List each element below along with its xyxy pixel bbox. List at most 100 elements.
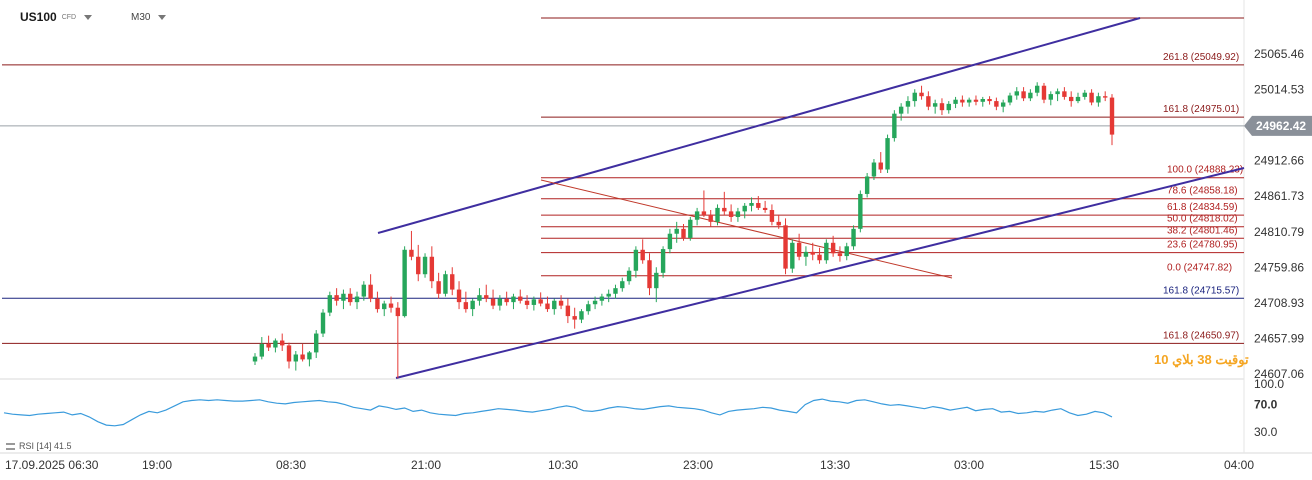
candle-body: [416, 256, 421, 275]
candle-body: [409, 249, 414, 257]
candle-body: [626, 270, 632, 282]
candle-body: [817, 254, 822, 261]
candle-body: [858, 193, 863, 229]
candle-body: [307, 352, 312, 360]
candle-body: [681, 228, 686, 238]
candle-body: [1089, 92, 1094, 103]
timeframe-label: M30: [131, 12, 151, 23]
timeframe-selector[interactable]: M30: [131, 12, 167, 23]
candle-body: [450, 274, 455, 290]
candle-body: [796, 242, 802, 257]
candle-body: [286, 345, 292, 362]
candle-body: [960, 99, 965, 103]
time-tick-label: 03:00: [954, 458, 984, 472]
candle-body: [946, 103, 951, 111]
candle-body: [375, 298, 380, 310]
candle-body: [334, 295, 339, 301]
candle-body: [382, 303, 387, 310]
price-tick-label: 24912.66: [1254, 154, 1304, 168]
candle-body: [552, 300, 557, 310]
candle-body: [667, 233, 673, 250]
candle-body: [504, 298, 509, 303]
candle-body: [722, 207, 727, 212]
candle-body: [252, 356, 258, 362]
rsi-tick-label: 30.0: [1254, 425, 1278, 439]
candle-body: [361, 284, 367, 297]
candle-body: [756, 203, 761, 208]
price-axis: 25065.46 25014.53 24912.66 24861.73 24810.79…: [1254, 47, 1304, 381]
candle-body: [524, 300, 530, 305]
candle-body: [1102, 96, 1108, 98]
fib-level-label: 161.8 (24650.97): [1163, 330, 1239, 341]
candle-body: [871, 162, 877, 177]
rsi-line: [3, 398, 1113, 427]
candle-body: [497, 298, 503, 306]
candle-body: [341, 293, 346, 301]
candle-body: [300, 354, 305, 360]
candle-body: [1007, 95, 1013, 103]
channel-lower-line: [395, 167, 1245, 379]
fib-level-label: 0.0 (24747.82): [1167, 263, 1232, 274]
rsi-tick-label: 70.0: [1254, 398, 1278, 412]
candle-body: [348, 293, 353, 303]
candle-body: [898, 106, 904, 114]
indicator-icon: [6, 442, 15, 450]
candle-body: [810, 251, 815, 255]
candle-body: [769, 209, 775, 222]
candle-body: [395, 307, 401, 317]
price-tick-label: 25014.53: [1254, 83, 1304, 97]
candle-body: [538, 299, 543, 304]
time-tick-label: 04:00: [1224, 458, 1254, 472]
candle-body: [422, 256, 428, 275]
candle-body: [742, 205, 747, 212]
symbol-selector[interactable]: US100 CFD: [20, 10, 93, 24]
candle-body: [1068, 96, 1074, 102]
price-tick-label: 24759.86: [1254, 260, 1304, 274]
candle-body: [266, 344, 271, 348]
candle-body: [484, 295, 489, 299]
candle-body: [803, 251, 809, 257]
watermark-logo: توقيت 38 بلاي 10: [1154, 352, 1249, 367]
candle-body: [1048, 94, 1053, 100]
rsi-indicator-label[interactable]: RSI [14] 41.5: [6, 441, 72, 451]
candle-body: [647, 260, 652, 289]
price-tick-label: 24607.06: [1254, 367, 1304, 381]
candle-body: [280, 340, 285, 346]
candle-body: [824, 242, 829, 261]
time-tick-label: 10:30: [548, 458, 578, 472]
candle-body: [436, 281, 441, 294]
candle-body: [728, 211, 734, 217]
candle-body: [776, 221, 781, 226]
candle-body: [599, 296, 605, 301]
fib-level-label: 161.8 (24975.01): [1163, 104, 1239, 115]
time-axis: 17.09.2025 06:30 19:00 08:30 21:00 10:30 23:0…: [5, 458, 1254, 472]
price-tick-label: 24810.79: [1254, 225, 1304, 239]
candle-body: [688, 219, 693, 238]
time-tick-label: 17.09.2025 06:30: [5, 458, 99, 472]
candle-body: [579, 311, 584, 320]
channel-upper-line: [377, 17, 1141, 234]
candle-body: [490, 298, 496, 306]
candle-body: [470, 300, 475, 310]
fib-level-label: 100.0 (24888.23): [1167, 165, 1243, 176]
fib-level-label: 38.2 (24801.46): [1167, 225, 1238, 236]
candle-body: [1075, 96, 1081, 102]
candle-body: [762, 207, 768, 210]
candle-body: [885, 138, 890, 170]
candle-body: [1082, 92, 1087, 97]
candle-body: [851, 228, 856, 247]
candle-body: [912, 92, 917, 102]
candle-body: [572, 316, 577, 320]
fib-level-label: 161.8 (24715.57): [1163, 285, 1239, 296]
candle-body: [660, 249, 666, 273]
candle-body: [354, 296, 360, 303]
time-tick-label: 13:30: [820, 458, 850, 472]
candle-body: [456, 289, 462, 303]
fibonacci-levels: 261.8 (25049.92) 161.8 (24975.01) 100.0 (2…: [0, 17, 1244, 344]
rsi-label-text: RSI [14] 41.5: [19, 441, 72, 451]
candle-body: [919, 92, 924, 97]
candle-body: [864, 176, 870, 194]
price-tick-label: 25065.46: [1254, 47, 1304, 61]
current-price-badge: [1244, 115, 1312, 136]
